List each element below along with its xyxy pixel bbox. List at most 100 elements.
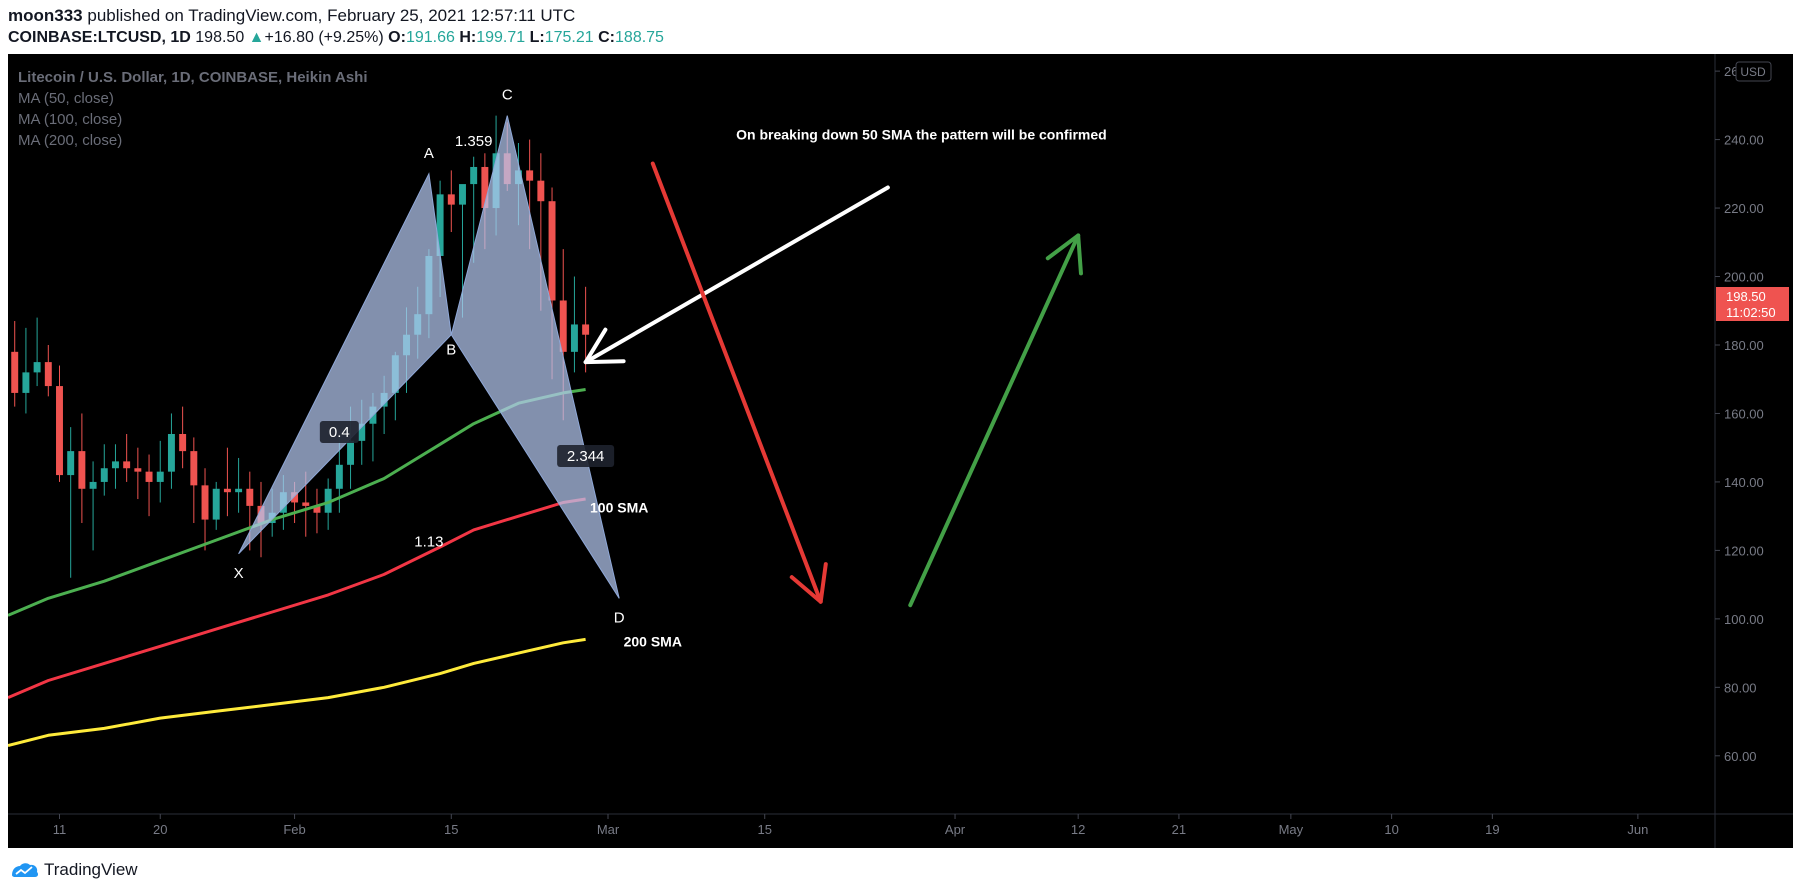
candle-body (190, 451, 198, 486)
time-axis-label: Apr (945, 822, 966, 837)
brand-name: TradingView (44, 860, 138, 879)
candle-body (358, 423, 366, 441)
candle-body (145, 471, 153, 482)
tradingview-logo-icon (12, 863, 39, 877)
change-arrow-icon: ▲ (248, 29, 265, 46)
candle-body (223, 488, 231, 493)
price-axis-label: 100.00 (1724, 612, 1764, 627)
candle-body (447, 194, 455, 205)
pattern-point-d: D (614, 609, 625, 626)
ratio-label: 1.13 (414, 534, 443, 551)
legend-ma50: MA (50, close) (18, 90, 114, 107)
axis-layer: 60.00 80.00 100.00 120.00 140.00 160.00 180.00… (53, 64, 1764, 837)
candle-body (11, 351, 19, 393)
tradingview-footer[interactable]: TradingView (10, 860, 138, 880)
candle-body (481, 166, 489, 209)
time-axis-label: Jun (1627, 822, 1648, 837)
candle-body (167, 434, 175, 472)
price-axis-label: 180.00 (1724, 338, 1764, 353)
ratio-label-box (319, 421, 359, 443)
legend-ma100: MA (100, close) (18, 111, 122, 128)
candle-body (22, 372, 30, 393)
candle-body (201, 485, 209, 520)
arrow-red-head (789, 562, 828, 604)
candle-body (67, 451, 75, 476)
candle-body (100, 468, 108, 482)
low-label: L: (529, 29, 545, 46)
price-axis-label: 200.00 (1724, 270, 1764, 285)
time-axis-label: 11 (53, 822, 67, 837)
time-axis-label: 15 (757, 822, 771, 837)
annotation-text: On breaking down 50 SMA the pattern will… (736, 127, 1107, 143)
publish-info: moon333 published on TradingView.com, Fe… (8, 6, 575, 26)
published-text: published on TradingView.com, February 2… (87, 6, 576, 25)
candle-body (313, 505, 321, 513)
arrow-green-shaft (908, 233, 1081, 608)
price-axis-label: 220.00 (1724, 201, 1764, 216)
candle-body (548, 201, 556, 301)
price-axis-label: 240.00 (1724, 133, 1764, 148)
candle-body (324, 488, 332, 513)
last-price-tag (1716, 287, 1789, 321)
legend-ma200: MA (200, close) (18, 132, 122, 149)
legend-title: Litecoin / U.S. Dollar, 1D, COINBASE, He… (18, 69, 368, 86)
candle-body (470, 166, 478, 185)
low-value: 175.21 (544, 29, 594, 46)
last-price-tag-value: 198.50 (1726, 289, 1766, 304)
arrow-green-head (1045, 233, 1083, 276)
pattern-point-c: C (502, 87, 513, 104)
time-axis-label: 12 (1071, 822, 1085, 837)
last-price: 198.50 (195, 29, 245, 46)
price-axis-label: 80.00 (1724, 680, 1757, 695)
ratio-label: 0.4 (329, 424, 350, 441)
ratio-label: 2.344 (567, 448, 605, 465)
candle-body (291, 492, 299, 503)
time-axis-label: Mar (597, 822, 620, 837)
last-price-countdown: 11:02:50 (1726, 305, 1776, 320)
candle-body (56, 386, 63, 476)
annotation-text: 200 SMA (624, 633, 682, 649)
pattern-point-a: A (424, 145, 434, 162)
author-name[interactable]: moon333 (8, 6, 83, 25)
candle-body (111, 461, 119, 469)
time-axis-label: 20 (153, 822, 167, 837)
candle-body (212, 488, 220, 520)
price-axis-label: 160.00 (1724, 406, 1764, 421)
arrow-white-shaft (583, 185, 890, 365)
time-axis-label: 21 (1172, 822, 1186, 837)
price-axis-label: 120.00 (1724, 543, 1764, 558)
candle-body (44, 362, 52, 387)
time-axis-label: 19 (1485, 822, 1499, 837)
annotation-text: 100 SMA (590, 500, 648, 516)
currency-box[interactable] (1735, 61, 1772, 82)
candle-body (235, 488, 243, 493)
time-axis-label: Feb (283, 822, 305, 837)
candle-body (436, 194, 444, 256)
symbol-info: COINBASE:LTCUSD, 1D 198.50 ▲+16.80 (+9.2… (8, 29, 664, 47)
candle-body (570, 324, 578, 352)
arrow-red-shaft (650, 161, 823, 604)
candle-body (33, 362, 41, 373)
candle-body (302, 502, 310, 506)
candle-body (179, 434, 187, 452)
close-value: 188.75 (615, 29, 664, 46)
ma100-line (8, 497, 586, 699)
ma200-line (8, 637, 586, 747)
candle-body (582, 324, 590, 335)
chart-background (8, 54, 1793, 848)
ratio-label: 1.359 (455, 133, 493, 150)
time-axis-label: May (1279, 822, 1304, 837)
candle-body (347, 440, 355, 465)
high-label: H: (459, 29, 477, 46)
candle-body (246, 488, 254, 506)
candle-body (123, 461, 131, 469)
price-axis-label: 60.00 (1724, 749, 1757, 764)
candle-body (89, 481, 97, 489)
candle-body (78, 451, 86, 489)
candle-body (156, 471, 164, 482)
pattern-point-x: X (234, 565, 244, 582)
price-axis-label: 140.00 (1724, 475, 1764, 490)
currency-label: USD (1740, 65, 1766, 79)
pattern-point-b: B (446, 342, 456, 359)
